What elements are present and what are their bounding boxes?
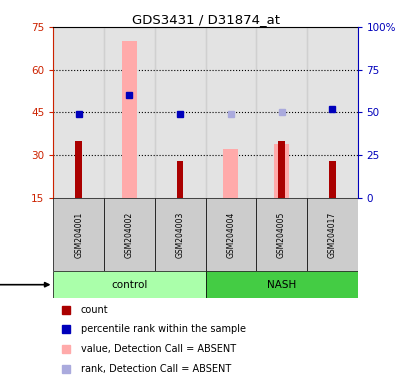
Text: GSM204017: GSM204017 [328, 212, 337, 258]
Bar [155, 198, 206, 271]
Text: GSM204002: GSM204002 [125, 212, 134, 258]
Bar [256, 27, 307, 198]
Bar [329, 161, 335, 198]
Bar [76, 141, 82, 198]
Bar [206, 27, 256, 198]
Bar [104, 198, 155, 271]
Bar [122, 41, 137, 198]
Bar [307, 198, 358, 271]
Bar [256, 198, 307, 271]
Text: NASH: NASH [267, 280, 296, 290]
Bar [104, 27, 155, 198]
Text: percentile rank within the sample: percentile rank within the sample [81, 324, 246, 334]
Bar [223, 149, 238, 198]
Text: GSM204004: GSM204004 [226, 212, 236, 258]
Text: rank, Detection Call = ABSENT: rank, Detection Call = ABSENT [81, 364, 231, 374]
Bar [278, 141, 285, 198]
Bar [206, 198, 256, 271]
Text: count: count [81, 305, 109, 315]
Bar [307, 27, 358, 198]
Text: GSM204005: GSM204005 [277, 212, 286, 258]
Bar [53, 198, 104, 271]
Text: control: control [111, 280, 148, 290]
Bar [206, 271, 358, 298]
Text: disease state: disease state [0, 280, 49, 290]
Text: GSM204001: GSM204001 [74, 212, 83, 258]
Text: GSM204003: GSM204003 [175, 212, 185, 258]
Bar [53, 271, 206, 298]
Text: value, Detection Call = ABSENT: value, Detection Call = ABSENT [81, 344, 236, 354]
Bar [274, 144, 289, 198]
Title: GDS3431 / D31874_at: GDS3431 / D31874_at [132, 13, 279, 26]
Bar [53, 27, 104, 198]
Bar [177, 161, 183, 198]
Bar [155, 27, 206, 198]
